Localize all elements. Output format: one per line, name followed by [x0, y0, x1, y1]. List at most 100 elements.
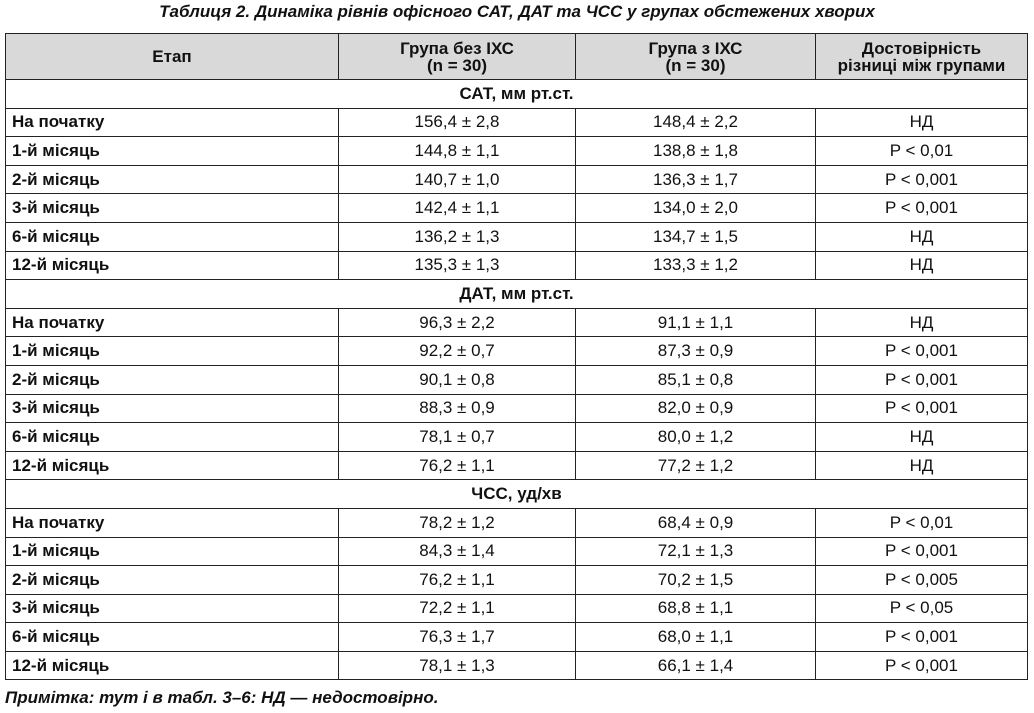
stage-cell: 2-й місяць — [5, 164, 339, 195]
table-title: Таблиця 2. Динаміка рівнів офісного САТ,… — [159, 2, 875, 21]
stage-cell: 12-й місяць — [5, 650, 339, 681]
value-cell: 90,1 ± 0,8 — [338, 364, 576, 395]
data-row: 1-й місяць 144,8 ± 1,1 138,8 ± 1,8 P < 0,01 — [5, 136, 1028, 166]
stage-cell: 6-й місяць — [5, 422, 339, 452]
value-cell: P < 0,001 — [815, 193, 1028, 223]
value-cell: 136,3 ± 1,7 — [575, 164, 816, 195]
value-cell: 142,4 ± 1,1 — [338, 193, 576, 223]
value-cell: НД — [815, 450, 1028, 481]
data-row: На початку 78,2 ± 1,2 68,4 ± 0,9 P < 0,01 — [5, 507, 1028, 538]
section-title: ЧСС, уд/хв — [5, 479, 1028, 509]
value-cell: 134,7 ± 1,5 — [575, 221, 816, 252]
value-cell: 87,3 ± 0,9 — [575, 336, 816, 366]
header-row: Етап Група без ІХС (n = 30) Група з ІХС (n… — [5, 33, 1028, 80]
value-cell: 138,8 ± 1,8 — [575, 136, 816, 166]
stage-cell: 1-й місяць — [5, 536, 339, 567]
section-title: САТ, мм рт.ст. — [5, 79, 1028, 109]
note: Примітка: тут і в табл. 3–6: НД — недост… — [5, 688, 439, 707]
value-cell: P < 0,005 — [815, 565, 1028, 595]
value-cell: 66,1 ± 1,4 — [575, 650, 816, 681]
stage-cell: 3-й місяць — [5, 593, 339, 624]
stage-cell: На початку — [5, 307, 339, 338]
data-row: 12-й місяць 135,3 ± 1,3 133,3 ± 1,2 НД — [5, 250, 1028, 281]
column-header: Група без ІХС (n = 30) — [338, 33, 576, 80]
value-cell: 78,1 ± 1,3 — [338, 650, 576, 681]
value-cell: 134,0 ± 2,0 — [575, 193, 816, 223]
stage-cell: На початку — [5, 507, 339, 538]
value-cell: P < 0,001 — [815, 650, 1028, 681]
value-cell: 140,7 ± 1,0 — [338, 164, 576, 195]
data-row: 6-й місяць 78,1 ± 0,7 80,0 ± 1,2 НД — [5, 422, 1028, 452]
value-cell: 68,0 ± 1,1 — [575, 622, 816, 652]
value-cell: 156,4 ± 2,8 — [338, 107, 576, 138]
data-row: 3-й місяць 72,2 ± 1,1 68,8 ± 1,1 P < 0,05 — [5, 593, 1028, 624]
column-header: Група з ІХС (n = 30) — [575, 33, 816, 80]
data-table: Етап Група без ІХС (n = 30) Група з ІХС (n… — [5, 33, 1028, 681]
column-header: Достовірність різниці між групами — [815, 33, 1028, 80]
data-row: На початку 156,4 ± 2,8 148,4 ± 2,2 НД — [5, 107, 1028, 138]
value-cell: НД — [815, 422, 1028, 452]
value-cell: 136,2 ± 1,3 — [338, 221, 576, 252]
value-cell: 68,8 ± 1,1 — [575, 593, 816, 624]
value-cell: 78,1 ± 0,7 — [338, 422, 576, 452]
stage-cell: 3-й місяць — [5, 393, 339, 424]
stage-cell: 2-й місяць — [5, 565, 339, 595]
stage-cell: 6-й місяць — [5, 221, 339, 252]
stage-cell: 3-й місяць — [5, 193, 339, 223]
stage-cell: 6-й місяць — [5, 622, 339, 652]
value-cell: P < 0,01 — [815, 507, 1028, 538]
value-cell: НД — [815, 221, 1028, 252]
section-title: ДАТ, мм рт.ст. — [5, 279, 1028, 309]
value-cell: 70,2 ± 1,5 — [575, 565, 816, 595]
value-cell: 77,2 ± 1,2 — [575, 450, 816, 481]
value-cell: 76,3 ± 1,7 — [338, 622, 576, 652]
value-cell: НД — [815, 307, 1028, 338]
value-cell: 91,1 ± 1,1 — [575, 307, 816, 338]
value-cell: НД — [815, 250, 1028, 281]
value-cell: P < 0,001 — [815, 336, 1028, 366]
data-row: 2-й місяць 76,2 ± 1,1 70,2 ± 1,5 P < 0,005 — [5, 565, 1028, 595]
value-cell: P < 0,001 — [815, 536, 1028, 567]
table-body: САТ, мм рт.ст. На початку 156,4 ± 2,8 148,4… — [5, 79, 1028, 681]
data-row: 6-й місяць 76,3 ± 1,7 68,0 ± 1,1 P < 0,001 — [5, 622, 1028, 652]
value-cell: 80,0 ± 1,2 — [575, 422, 816, 452]
data-row: 3-й місяць 142,4 ± 1,1 134,0 ± 2,0 P < 0,00… — [5, 193, 1028, 223]
data-row: 1-й місяць 84,3 ± 1,4 72,1 ± 1,3 P < 0,001 — [5, 536, 1028, 567]
data-row: 1-й місяць 92,2 ± 0,7 87,3 ± 0,9 P < 0,001 — [5, 336, 1028, 366]
data-row: 2-й місяць 140,7 ± 1,0 136,3 ± 1,7 P < 0,00… — [5, 164, 1028, 195]
value-cell: 85,1 ± 0,8 — [575, 364, 816, 395]
value-cell: P < 0,05 — [815, 593, 1028, 624]
section-row: ЧСС, уд/хв — [5, 479, 1028, 509]
value-cell: 88,3 ± 0,9 — [338, 393, 576, 424]
value-cell: 96,3 ± 2,2 — [338, 307, 576, 338]
data-row: 12-й місяць 76,2 ± 1,1 77,2 ± 1,2 НД — [5, 450, 1028, 481]
data-row: 3-й місяць 88,3 ± 0,9 82,0 ± 0,9 P < 0,001 — [5, 393, 1028, 424]
data-row: 2-й місяць 90,1 ± 0,8 85,1 ± 0,8 P < 0,001 — [5, 364, 1028, 395]
data-row: 12-й місяць 78,1 ± 1,3 66,1 ± 1,4 P < 0,001 — [5, 650, 1028, 681]
section-row: САТ, мм рт.ст. — [5, 79, 1028, 109]
data-row: 6-й місяць 136,2 ± 1,3 134,7 ± 1,5 НД — [5, 221, 1028, 252]
value-cell: 76,2 ± 1,1 — [338, 450, 576, 481]
value-cell: 133,3 ± 1,2 — [575, 250, 816, 281]
data-row: На початку 96,3 ± 2,2 91,1 ± 1,1 НД — [5, 307, 1028, 338]
stage-cell: 12-й місяць — [5, 250, 339, 281]
stage-cell: 12-й місяць — [5, 450, 339, 481]
value-cell: 82,0 ± 0,9 — [575, 393, 816, 424]
value-cell: 148,4 ± 2,2 — [575, 107, 816, 138]
value-cell: 76,2 ± 1,1 — [338, 565, 576, 595]
value-cell: НД — [815, 107, 1028, 138]
value-cell: 84,3 ± 1,4 — [338, 536, 576, 567]
value-cell: 135,3 ± 1,3 — [338, 250, 576, 281]
stage-cell: На початку — [5, 107, 339, 138]
section-row: ДАТ, мм рт.ст. — [5, 279, 1028, 309]
value-cell: 78,2 ± 1,2 — [338, 507, 576, 538]
stage-cell: 2-й місяць — [5, 364, 339, 395]
value-cell: P < 0,001 — [815, 164, 1028, 195]
column-header: Етап — [5, 33, 339, 80]
value-cell: 144,8 ± 1,1 — [338, 136, 576, 166]
value-cell: 72,1 ± 1,3 — [575, 536, 816, 567]
value-cell: 68,4 ± 0,9 — [575, 507, 816, 538]
value-cell: 72,2 ± 1,1 — [338, 593, 576, 624]
value-cell: 92,2 ± 0,7 — [338, 336, 576, 366]
